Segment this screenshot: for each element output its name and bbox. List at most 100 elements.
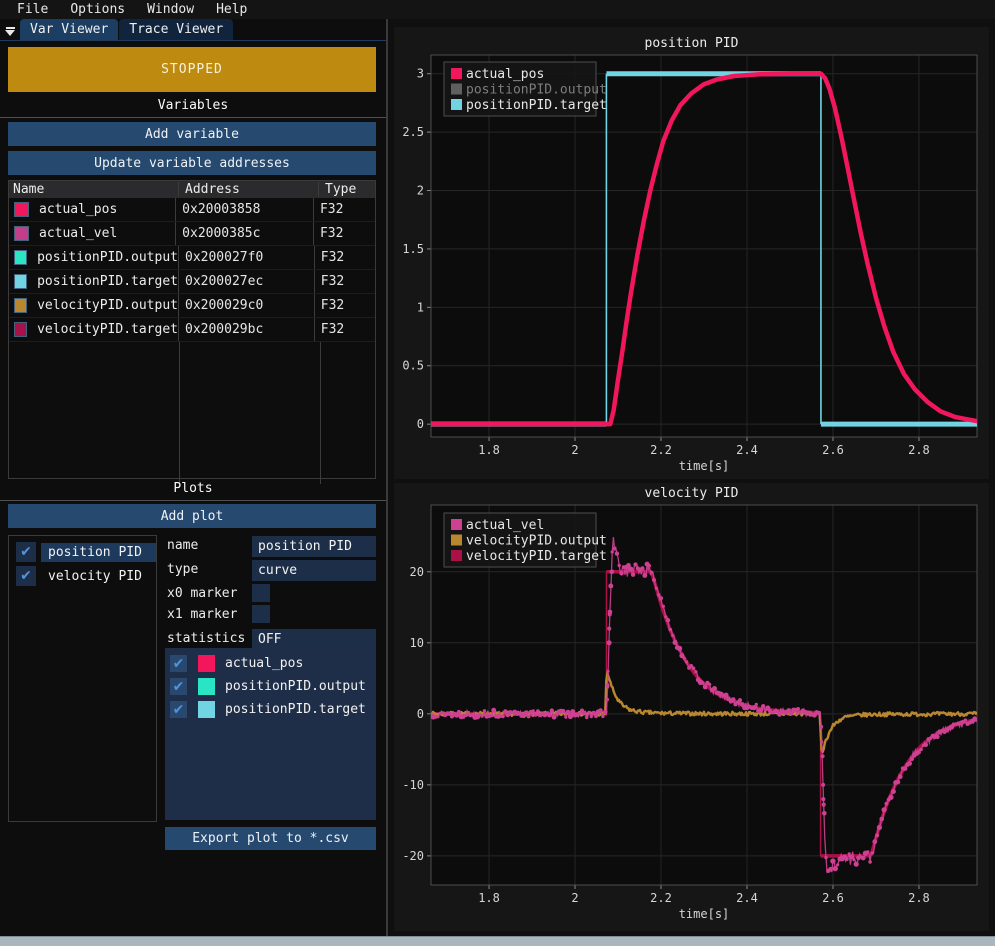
- series-row-actual_pos[interactable]: ✔ actual_pos: [165, 652, 376, 675]
- color-swatch-velocityPID.output[interactable]: [14, 298, 28, 313]
- series-color-swatch[interactable]: [198, 701, 215, 718]
- position-pid-chart-card: 1.8 2 2.2 2.4 2.6 2.8 0 0.5 1 1.5 2 2.5 3 position PI…: [394, 27, 989, 479]
- variable-row-actual_pos[interactable]: actual_pos 0x20003858 F32: [9, 198, 375, 222]
- color-swatch-actual_vel[interactable]: [14, 226, 29, 241]
- acquisition-state-button[interactable]: STOPPED: [8, 47, 376, 92]
- x0-marker-checkbox[interactable]: [252, 584, 270, 602]
- tab-bar: Var Viewer Trace Viewer: [0, 19, 386, 41]
- legend-chip-icon: [451, 83, 462, 95]
- series-actual_vel: [431, 536, 977, 874]
- menu-options[interactable]: Options: [70, 2, 126, 17]
- x0-marker-row: x0 marker: [165, 584, 376, 606]
- plot-type-row: type curve: [165, 560, 376, 582]
- variable-row-positionPID.target[interactable]: positionPID.target 0x200027ec F32: [9, 270, 375, 294]
- x-tick-label: 2: [571, 443, 578, 457]
- menu-window[interactable]: Window: [147, 2, 195, 17]
- column-header-name[interactable]: Name: [9, 182, 179, 197]
- plot-type-select[interactable]: curve: [252, 560, 376, 581]
- tab-var-viewer[interactable]: Var Viewer: [20, 19, 119, 40]
- legend-item-actual_vel[interactable]: actual_vel: [451, 518, 544, 533]
- legend-item-velocityPID.target[interactable]: velocityPID.target: [451, 549, 607, 564]
- series-visible-checkbox[interactable]: ✔: [170, 678, 187, 695]
- window-resize-strip[interactable]: [0, 936, 995, 946]
- check-icon: ✔: [172, 701, 185, 718]
- velocity-pid-plot-area[interactable]: [429, 536, 978, 874]
- plot-list-item-position-PID[interactable]: ✔ position PID: [9, 540, 156, 564]
- variable-row-velocityPID.output[interactable]: velocityPID.output 0x200029c0 F32: [9, 294, 375, 318]
- charts-panel: 1.8 2 2.2 2.4 2.6 2.8 0 0.5 1 1.5 2 2.5 3 position PI…: [388, 19, 995, 937]
- variable-name: actual_pos: [39, 202, 118, 217]
- velocity-pid-plot-bg[interactable]: [431, 505, 977, 885]
- statistics-select[interactable]: OFF: [252, 629, 376, 650]
- color-swatch-velocityPID.target[interactable]: [14, 322, 28, 337]
- color-swatch-positionPID.output[interactable]: [14, 250, 28, 265]
- series-visible-checkbox[interactable]: ✔: [170, 655, 187, 672]
- plot-list-label[interactable]: position PID: [41, 542, 156, 562]
- series-color-swatch[interactable]: [198, 655, 215, 672]
- tab-trace-viewer[interactable]: Trace Viewer: [119, 19, 234, 40]
- series-label: positionPID.target: [225, 702, 366, 717]
- legend-item-positionPID.output[interactable]: positionPID.output: [451, 83, 607, 98]
- plot-visible-checkbox[interactable]: ✔: [16, 542, 36, 562]
- variable-name: positionPID.target: [37, 274, 178, 289]
- add-plot-button[interactable]: Add plot: [8, 504, 376, 528]
- series-visible-checkbox[interactable]: ✔: [170, 701, 187, 718]
- series-color-swatch[interactable]: [198, 678, 215, 695]
- legend-label: actual_pos: [466, 67, 544, 82]
- main-area: Var Viewer Trace Viewer STOPPED Variable…: [0, 19, 995, 937]
- x0-marker-label: x0 marker: [167, 586, 238, 601]
- plot-list-item-velocity-PID[interactable]: ✔ velocity PID: [9, 564, 156, 588]
- legend-chip-icon: [451, 534, 462, 546]
- variable-row-velocityPID.target[interactable]: velocityPID.target 0x200029bc F32: [9, 318, 375, 342]
- x-tick-label: 2.8: [908, 891, 930, 905]
- export-csv-button[interactable]: Export plot to *.csv: [165, 827, 376, 850]
- plot-visible-checkbox[interactable]: ✔: [16, 566, 36, 586]
- legend-item-actual_pos[interactable]: actual_pos: [451, 67, 544, 82]
- legend-label: actual_vel: [466, 518, 544, 533]
- velocity-pid-title: velocity PID: [645, 486, 739, 501]
- update-variable-addresses-button[interactable]: Update variable addresses: [8, 151, 376, 175]
- variable-name: velocityPID.target: [37, 322, 178, 337]
- plot-series-list: ✔ actual_pos ✔ positionPID.output ✔ positionP…: [165, 648, 376, 820]
- check-icon: ✔: [20, 544, 32, 560]
- collapse-arrow-icon[interactable]: [0, 22, 20, 40]
- x-tick-label: 2.8: [908, 443, 930, 457]
- variables-separator: [0, 117, 386, 118]
- series-row-positionPID.output[interactable]: ✔ positionPID.output: [165, 675, 376, 698]
- y-tick-label: -10: [402, 778, 424, 792]
- plot-name-input[interactable]: position PID: [252, 536, 376, 557]
- color-swatch-actual_pos[interactable]: [14, 202, 29, 217]
- variable-type: F32: [320, 250, 345, 265]
- plot-list: ✔ position PID ✔ velocity PID: [8, 535, 157, 822]
- color-swatch-positionPID.target[interactable]: [14, 274, 28, 289]
- plot-list-label[interactable]: velocity PID: [48, 568, 142, 584]
- column-header-address[interactable]: Address: [179, 182, 319, 197]
- x1-marker-checkbox[interactable]: [252, 605, 270, 623]
- x-tick-label: 2.4: [736, 443, 758, 457]
- position-pid-xlabel: time[s]: [679, 459, 730, 473]
- position-pid-plot-bg[interactable]: [431, 55, 977, 437]
- velocity-pid-xlabel: time[s]: [679, 907, 730, 921]
- plots-section-title: Plots: [173, 481, 213, 496]
- variable-row-positionPID.output[interactable]: positionPID.output 0x200027f0 F32: [9, 246, 375, 270]
- variable-row-actual_vel[interactable]: actual_vel 0x2000385c F32: [9, 222, 375, 246]
- position-pid-plot-area[interactable]: [431, 71, 977, 427]
- series-row-positionPID.target[interactable]: ✔ positionPID.target: [165, 698, 376, 721]
- legend-item-positionPID.target[interactable]: positionPID.target: [451, 98, 607, 113]
- x-tick-label: 1.8: [478, 891, 500, 905]
- menu-help[interactable]: Help: [216, 2, 248, 17]
- left-panel: Var Viewer Trace Viewer STOPPED Variable…: [0, 19, 388, 937]
- position-pid-title: position PID: [645, 36, 739, 51]
- y-tick-label: 20: [410, 565, 424, 579]
- column-header-type[interactable]: Type: [325, 182, 357, 197]
- variable-address: 0x20003858: [176, 198, 314, 221]
- legend-item-velocityPID.output[interactable]: velocityPID.output: [451, 534, 607, 549]
- statistics-row: statistics OFF: [165, 629, 376, 651]
- menu-file[interactable]: File: [17, 2, 49, 17]
- variable-type: F32: [319, 226, 344, 241]
- series-actual_pos: [431, 71, 977, 427]
- legend-label: velocityPID.output: [466, 534, 607, 549]
- add-variable-button[interactable]: Add variable: [8, 122, 376, 146]
- y-tick-label: -20: [402, 849, 424, 863]
- y-tick-label: 1: [417, 300, 424, 314]
